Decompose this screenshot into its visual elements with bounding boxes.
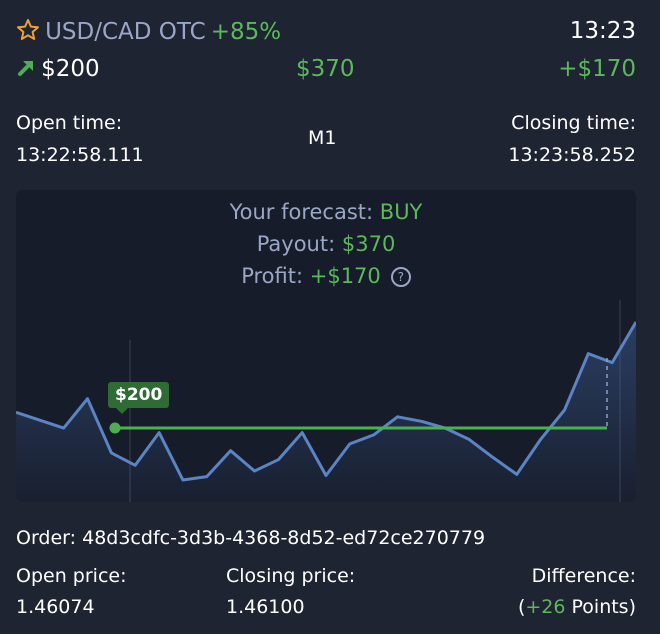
- difference-open-paren: (: [517, 596, 526, 618]
- asset-payout-percent: +85%: [210, 19, 282, 45]
- forecast-payout-label: Payout:: [256, 232, 342, 256]
- open-time-label: Open time:: [16, 112, 123, 134]
- order-label: Order:: [16, 527, 83, 549]
- trade-payout: $370: [296, 56, 355, 82]
- order-id[interactable]: 48d3cdfc-3d3b-4368-8d52-ed72ce270779: [82, 527, 486, 549]
- forecast-value: BUY: [379, 200, 423, 224]
- forecast-payout-value: $370: [341, 232, 396, 256]
- difference-label: Difference:: [531, 565, 636, 587]
- forecast-profit-label: Profit:: [241, 264, 310, 288]
- arrow-up-right-icon: [18, 61, 33, 76]
- price-line: [16, 321, 636, 482]
- open-price-value: 1.46074: [16, 596, 95, 618]
- difference-points: +26: [525, 596, 566, 618]
- open-time-value: 13:22:58.111: [16, 144, 144, 166]
- difference-suffix: Points): [565, 596, 637, 618]
- forecast-profit-value: +$170: [309, 264, 381, 288]
- closing-time-label: Closing time:: [511, 112, 636, 134]
- closing-price-label: Closing price:: [226, 565, 356, 587]
- question-circle-icon[interactable]: ?: [390, 267, 411, 287]
- entry-amount-tag: $200: [108, 382, 170, 414]
- forecast-profit-line: Profit: +$170?: [16, 264, 636, 288]
- amount-row: $200: [16, 56, 100, 82]
- forecast-label: Your forecast:: [229, 200, 380, 224]
- forecast-line: Your forecast: BUY: [16, 200, 636, 224]
- timeframe: M1: [308, 127, 337, 149]
- price-chart: Your forecast: BUY Payout: $370 Profit: …: [16, 190, 636, 502]
- star-icon[interactable]: [16, 18, 40, 42]
- closing-price-value: 1.46100: [226, 596, 305, 618]
- open-price-label: Open price:: [16, 565, 127, 587]
- asset-name: USD/CAD OTC: [45, 19, 206, 45]
- trade-time: 13:23: [569, 18, 636, 44]
- order-row: Order: 48d3cdfc-3d3b-4368-8d52-ed72ce270…: [16, 527, 485, 549]
- forecast-payout-line: Payout: $370: [16, 232, 636, 256]
- price-chart-svg: [16, 300, 636, 502]
- entry-point: [109, 422, 121, 434]
- trade-amount: $200: [41, 56, 100, 82]
- asset-row: USD/CAD OTC +85%: [16, 18, 281, 45]
- trade-profit: +$170: [558, 56, 636, 82]
- closing-time-value: 13:23:58.252: [508, 144, 636, 166]
- difference-value: (+26 Points): [518, 596, 636, 618]
